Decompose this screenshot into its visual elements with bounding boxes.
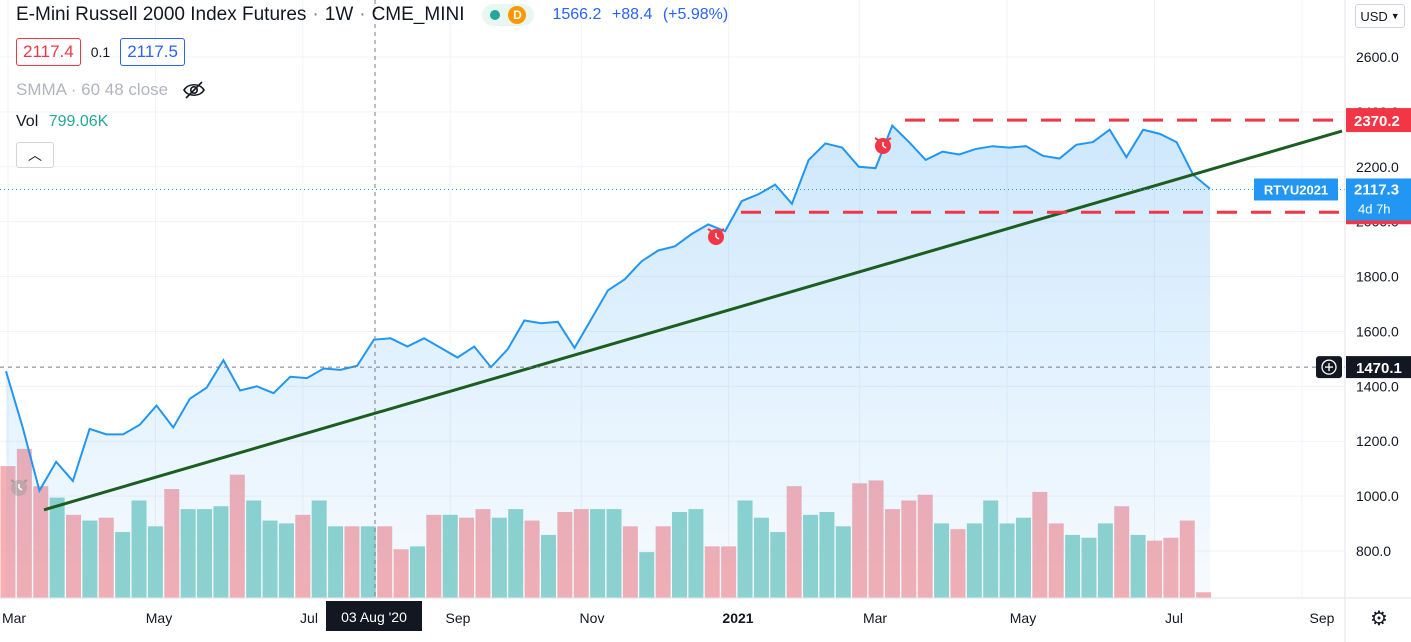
- price-value: 1566.2: [552, 6, 602, 23]
- price-area: [6, 125, 1210, 598]
- x-tick-label: May: [1010, 610, 1036, 626]
- chevron-down-icon: ▼: [1390, 11, 1400, 21]
- bid-ask-row: 2117.4 0.1 2117.5: [16, 38, 185, 66]
- volume-legend[interactable]: Vol 799.06K: [16, 113, 108, 131]
- x-tick-label: May: [146, 610, 172, 626]
- x-tick-label: Jul: [1165, 610, 1183, 626]
- x-tick-label: 2021: [722, 610, 753, 626]
- chevron-up-icon: ︿: [28, 147, 42, 163]
- level-price-box[interactable]: [1346, 108, 1411, 133]
- y-tick-label: 1600.0: [1356, 323, 1399, 339]
- ohlc-info: 1566.2 +88.4 (+5.98%): [552, 6, 734, 24]
- spread-value: 0.1: [90, 44, 111, 60]
- y-tick-label: 1000.0: [1356, 488, 1399, 504]
- gear-icon[interactable]: ⚙: [1370, 608, 1388, 630]
- crosshair-date-box: [326, 601, 422, 631]
- x-tick-label: Mar: [863, 610, 887, 626]
- trendline[interactable]: [43, 129, 1343, 512]
- smma-indicator-legend[interactable]: SMMA · 60 48 close: [16, 80, 206, 100]
- y-tick-label: 1800.0: [1356, 269, 1399, 285]
- buy-button[interactable]: 2117.5: [120, 38, 185, 66]
- exchange-label: CME_MINI: [371, 4, 465, 25]
- eye-off-icon[interactable]: [182, 80, 206, 100]
- level-price-label: 2370.2: [1354, 113, 1400, 130]
- delayed-badge: D: [508, 6, 527, 24]
- y-tick-label: 2600.0: [1356, 49, 1399, 65]
- chart-legend-title: E-Mini Russell 2000 Index Futures · 1W ·…: [16, 4, 734, 26]
- plus-circle-icon: [1321, 359, 1337, 375]
- volume-value: 799.06K: [48, 113, 109, 130]
- last-price-label: 2117.3: [1354, 181, 1399, 198]
- symbol-tag-box: [1254, 178, 1338, 201]
- market-open-icon: [490, 10, 501, 20]
- sell-button[interactable]: 2117.4: [16, 38, 81, 66]
- last-price-box[interactable]: [1346, 178, 1411, 221]
- x-tick-label: Jul: [300, 610, 318, 626]
- crosshair-date-label: 03 Aug '20: [341, 609, 407, 625]
- x-tick-label: Sep: [1310, 610, 1335, 626]
- price-change: +88.4: [611, 6, 653, 23]
- smma-label: SMMA · 60 48 close: [16, 80, 169, 99]
- x-tick-label: Sep: [446, 610, 471, 626]
- y-tick-label: 2200.0: [1356, 159, 1399, 175]
- x-tick-label: Nov: [580, 610, 605, 626]
- symbol-tag-label: RTYU2021: [1264, 182, 1328, 197]
- y-tick-label: 1400.0: [1356, 378, 1399, 394]
- volume-label: Vol: [16, 113, 39, 130]
- alarm-icon[interactable]: [874, 137, 892, 154]
- market-status-pill[interactable]: D: [482, 4, 535, 26]
- x-tick-label: Mar: [2, 610, 26, 626]
- crosshair-price-box: [1346, 356, 1411, 379]
- currency-selector[interactable]: USD ▼: [1355, 4, 1405, 28]
- price-change-pct: (+5.98%): [662, 6, 729, 23]
- alarm-icon[interactable]: [10, 479, 28, 496]
- collapse-legend-button[interactable]: ︿: [16, 142, 54, 168]
- bar-countdown-label: 4d 7h: [1358, 201, 1391, 216]
- crosshair-price-label: 1470.1: [1356, 360, 1402, 377]
- symbol-title[interactable]: E-Mini Russell 2000 Index Futures: [16, 4, 307, 25]
- y-tick-label: 800.0: [1356, 543, 1391, 559]
- interval-label[interactable]: 1W: [324, 4, 354, 25]
- alarm-icon[interactable]: [707, 228, 725, 245]
- currency-label: USD: [1360, 8, 1388, 24]
- y-tick-label: 1200.0: [1356, 433, 1399, 449]
